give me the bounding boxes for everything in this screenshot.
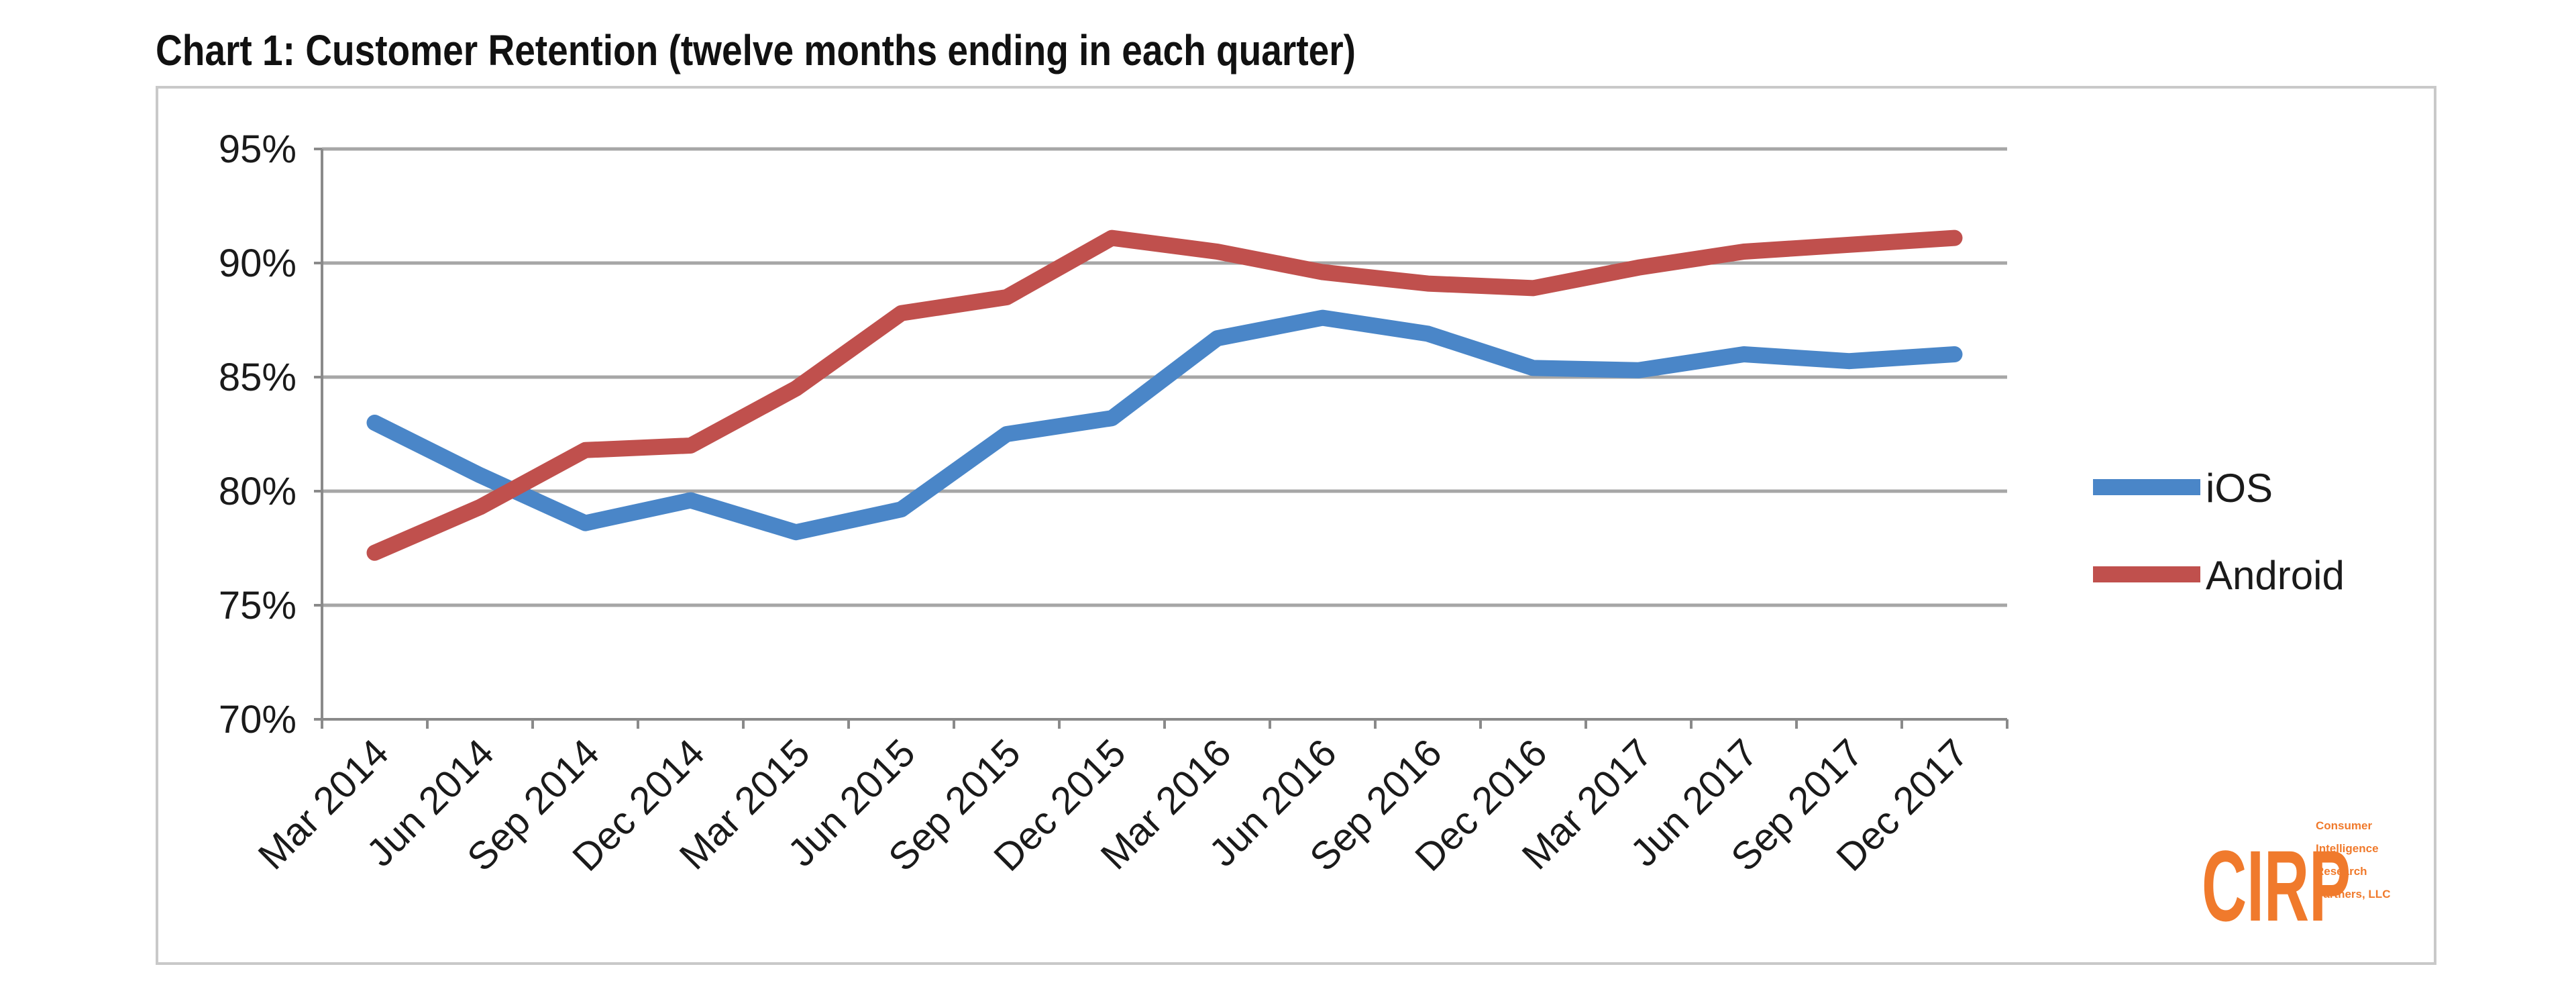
legend-label-android: Android	[2206, 553, 2345, 598]
y-tick-labels: 70% 75% 80% 85% 90% 95%	[219, 127, 297, 741]
logo-subtitle-line: Intelligence	[2316, 842, 2379, 855]
axes	[314, 148, 2008, 729]
chart-title: Chart 1: Customer Retention (twelve mont…	[156, 26, 1356, 74]
y-tick-label: 70%	[219, 698, 297, 741]
logo-subtitle-line: Partners, LLC	[2316, 888, 2390, 900]
y-tick-label: 95%	[219, 127, 297, 171]
chart-frame	[156, 86, 2436, 965]
y-tick-label: 80%	[219, 470, 297, 513]
legend-label-ios: iOS	[2206, 466, 2273, 511]
logo-subtitle-line: Consumer	[2316, 819, 2372, 832]
series-line-ios	[366, 309, 1963, 541]
y-tick-label: 90%	[219, 242, 297, 285]
logo-subtitle-line: Research	[2316, 865, 2367, 878]
y-tick-label: 75%	[219, 584, 297, 627]
logo-wordmark: CIRP	[2202, 830, 2351, 942]
series-lines	[366, 229, 1963, 561]
legend: iOS Android	[2093, 466, 2345, 598]
series-line-android	[366, 229, 1963, 561]
y-tick-label: 85%	[219, 356, 297, 399]
